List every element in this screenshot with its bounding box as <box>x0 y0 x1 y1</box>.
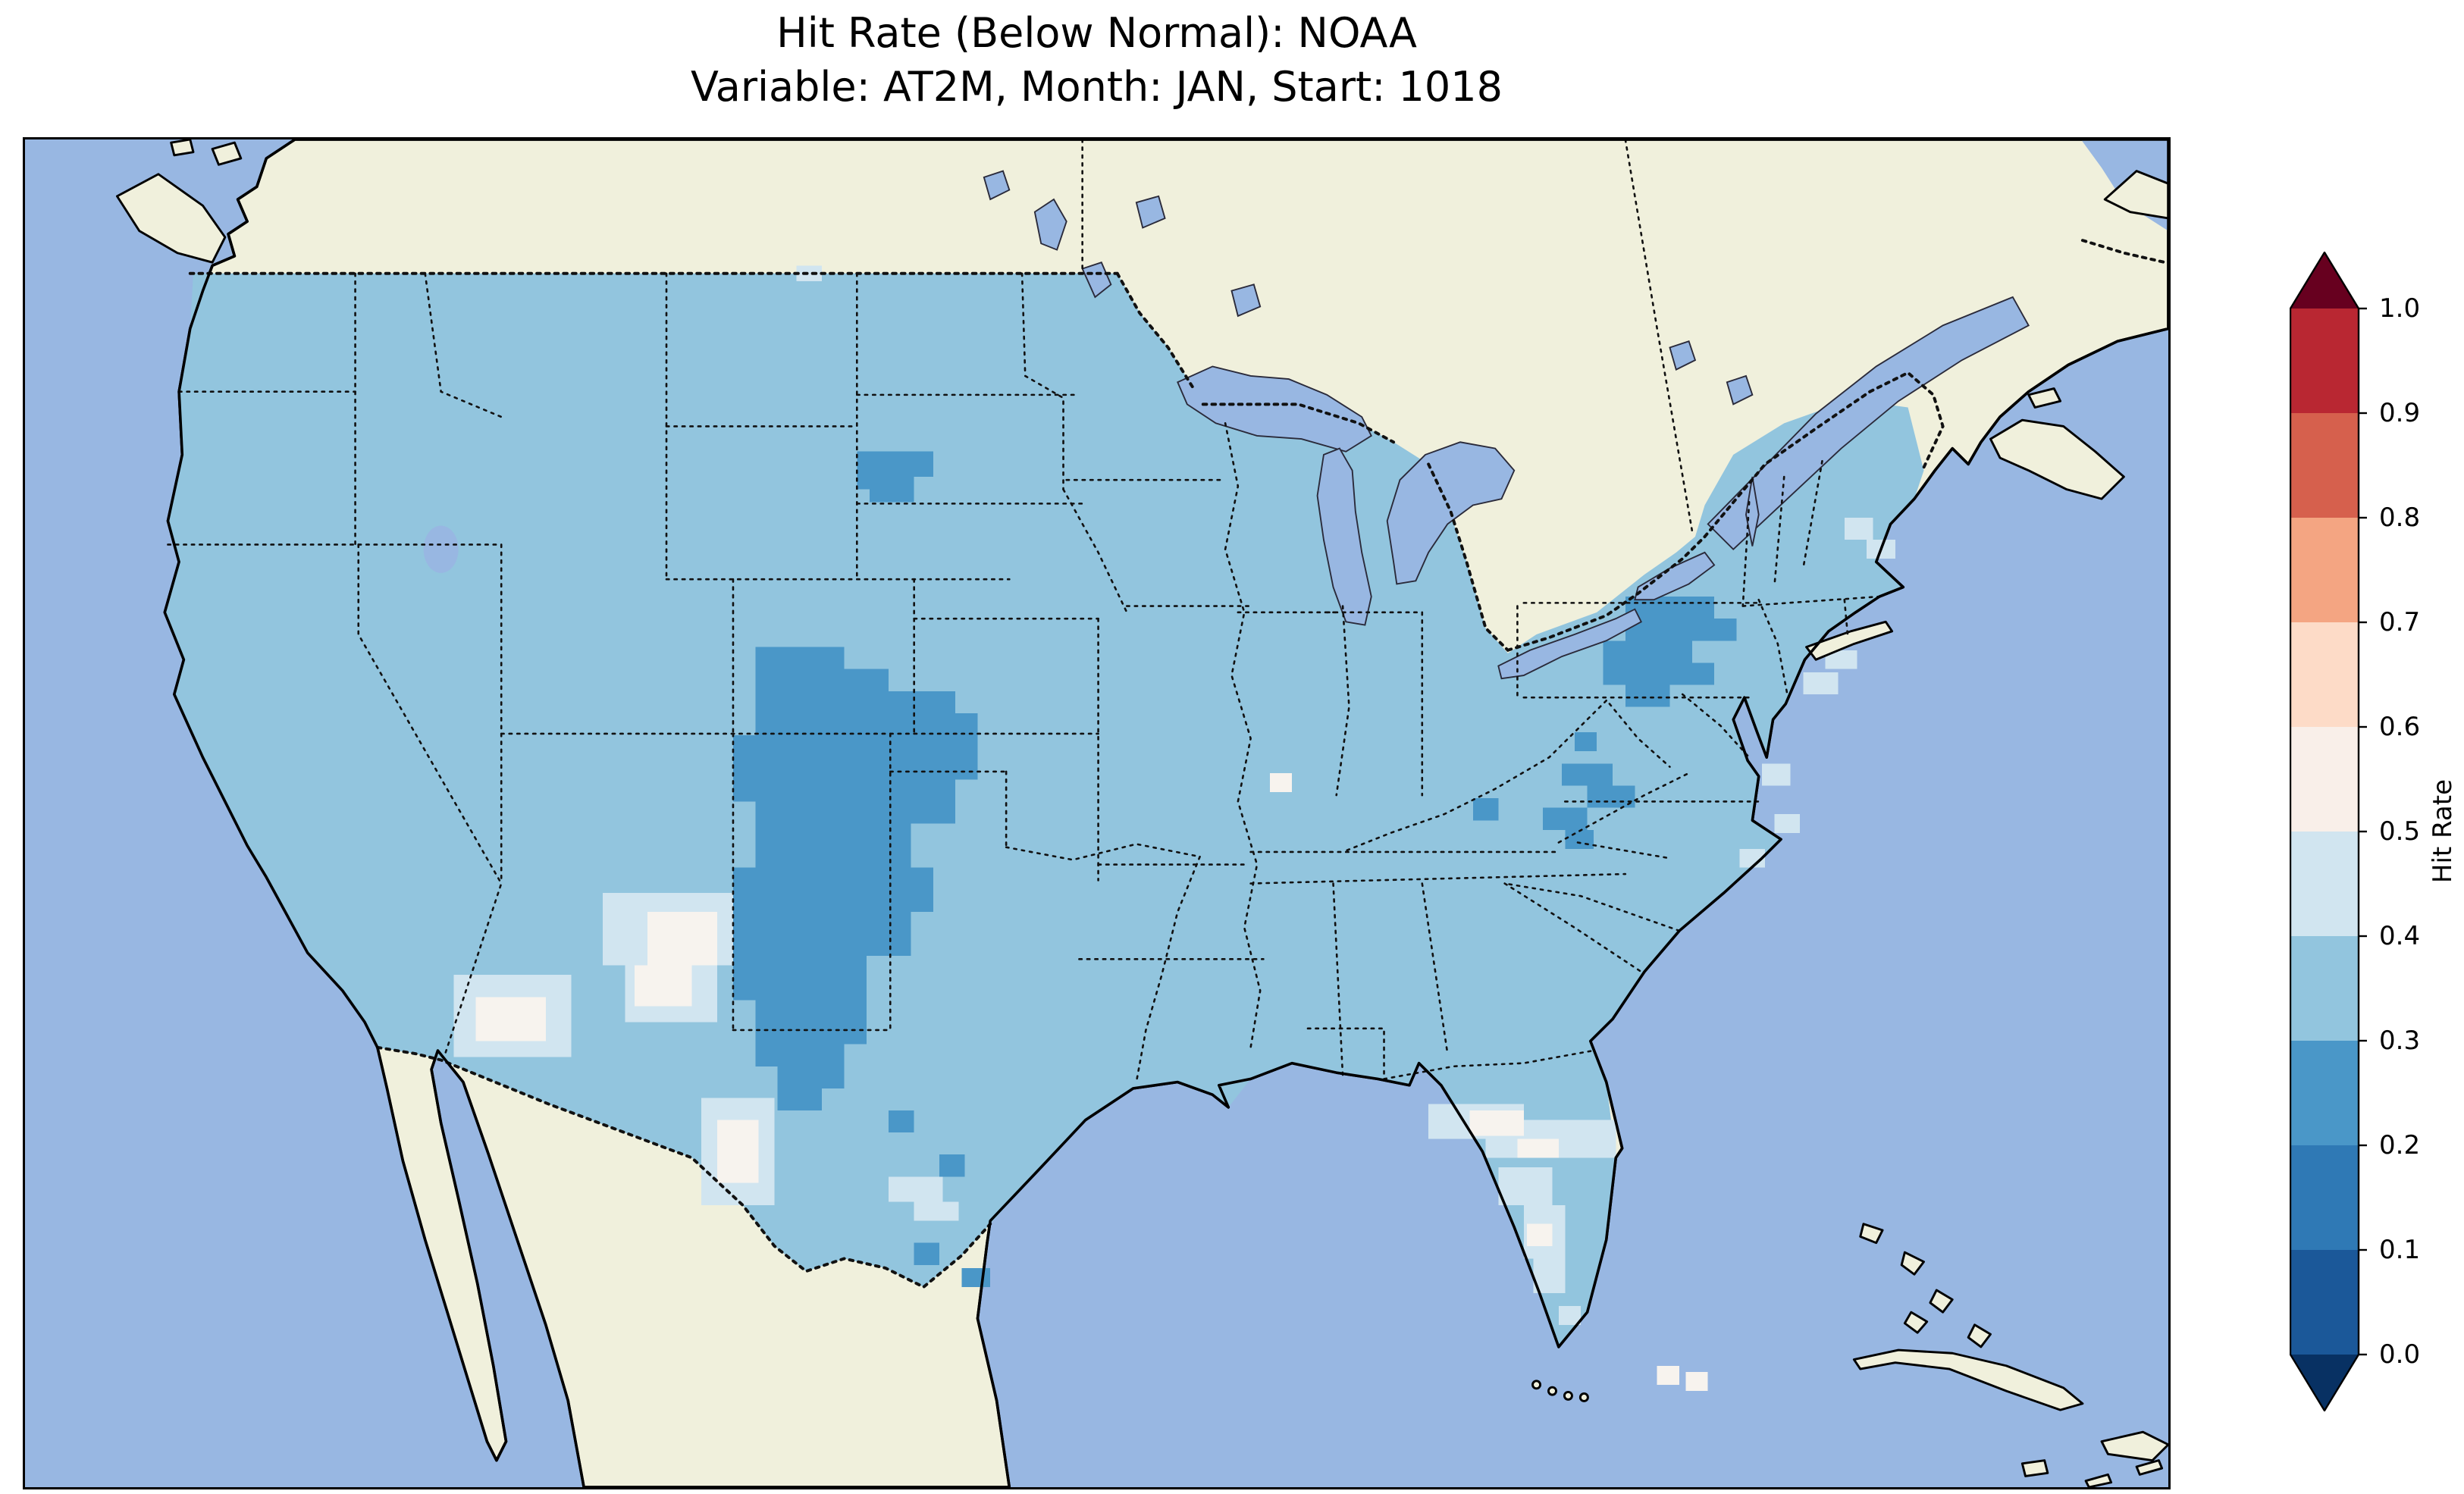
colorbar-tick-label: 0.5 <box>2379 816 2421 847</box>
colorbar-tick-label: 0.7 <box>2379 607 2421 637</box>
colorbar-tick-label: 0.6 <box>2379 712 2421 742</box>
colorbar-tick-label: 0.8 <box>2379 503 2421 533</box>
state-borders <box>167 139 1881 1083</box>
colorbar-tick-label: 0.1 <box>2379 1235 2421 1265</box>
colorbar: 1.0 0.9 0.8 0.7 0.6 0.5 0.4 0.3 0.2 0.1 0.0 <box>2290 252 2464 1411</box>
colorbar-tick-label: 0.0 <box>2379 1339 2421 1370</box>
colorbar-tick-label: 0.9 <box>2379 398 2421 428</box>
colorbar-tick-label: 0.3 <box>2379 1026 2421 1056</box>
chart-title-line-2: Variable: AT2M, Month: JAN, Start: 1018 <box>691 63 1503 111</box>
chart-title: Hit Rate (Below Normal): NOAA Variable: … <box>23 6 2171 114</box>
country-borders <box>188 239 2167 1289</box>
colorbar-tick-label: 0.4 <box>2379 921 2421 951</box>
colorbar-tick-label: 0.2 <box>2379 1130 2421 1160</box>
map-canvas <box>25 139 2168 1487</box>
colorbar-tick-label: 1.0 <box>2379 293 2421 324</box>
map-panel <box>23 137 2171 1489</box>
colorbar-scale <box>2290 252 2367 1411</box>
colorbar-label: Hit Rate <box>2428 779 2458 884</box>
hit-rate-patches <box>453 265 1895 1392</box>
islands-layer <box>115 139 2168 1487</box>
chart-title-line-1: Hit Rate (Below Normal): NOAA <box>776 9 1417 57</box>
hit-rate-field <box>165 273 1924 1347</box>
